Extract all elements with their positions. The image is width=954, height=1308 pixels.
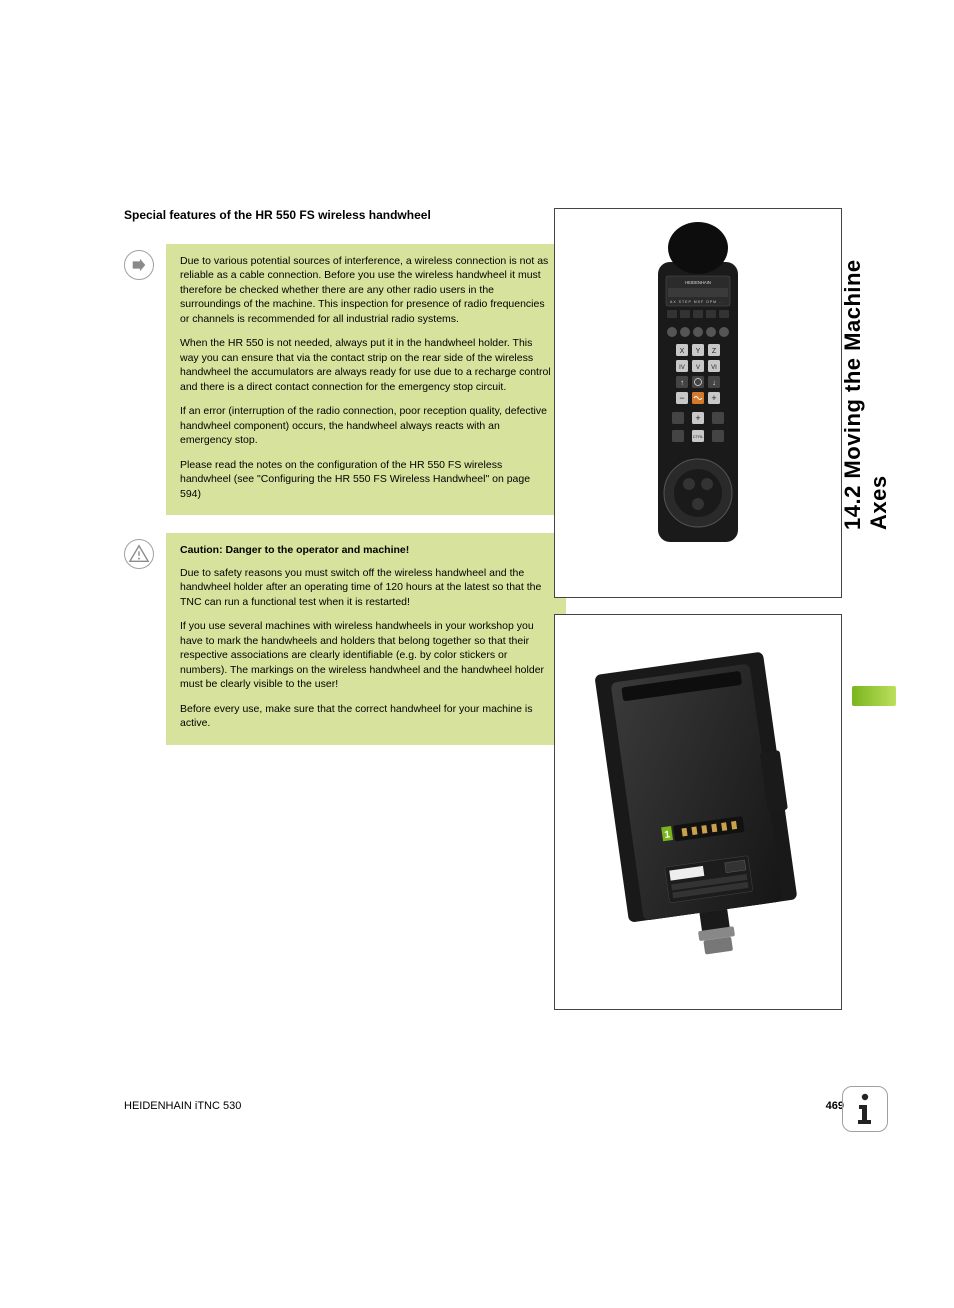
caution-box: Caution: Danger to the operator and mach… [166, 533, 524, 744]
svg-text:+: + [695, 413, 700, 423]
svg-text:IV: IV [679, 365, 685, 371]
svg-text:↑: ↑ [680, 378, 684, 387]
svg-text:V: V [696, 365, 700, 371]
note-paragraph: Due to various potential sources of inte… [180, 254, 552, 326]
svg-text:X: X [680, 348, 685, 355]
svg-text:Z: Z [712, 348, 717, 355]
note-paragraph: Before every use, make sure that the cor… [180, 702, 552, 731]
note-paragraph: When the HR 550 is not needed, always pu… [180, 336, 552, 394]
svg-text:VI: VI [711, 365, 717, 371]
note-paragraph: If an error (interruption of the radio c… [180, 404, 552, 447]
caution-title: Caution: Danger to the operator and mach… [180, 543, 552, 557]
note-paragraph: Please read the notes on the configurati… [180, 458, 552, 501]
svg-text:CTRL: CTRL [693, 434, 704, 439]
figure-holder: 1 [554, 614, 842, 1010]
note-paragraph: If you use several machines with wireles… [180, 619, 552, 691]
svg-text:Y: Y [696, 348, 701, 355]
section-heading: Special features of the HR 550 FS wirele… [124, 208, 524, 222]
page-footer: HEIDENHAIN iTNC 530 469 [124, 1100, 844, 1112]
svg-text:AX STEP MSF OPM ..: AX STEP MSF OPM .. [670, 300, 723, 304]
svg-text:−: − [679, 393, 684, 403]
note-info-box: Due to various potential sources of inte… [166, 244, 524, 515]
note-paragraph: Due to safety reasons you must switch of… [180, 566, 552, 609]
footer-text: HEIDENHAIN iTNC 530 [124, 1100, 241, 1112]
figure-handwheel: HEIDENHAIN AX STEP MSF OPM .. X Y Z IV V… [554, 208, 842, 598]
svg-text:+: + [711, 393, 716, 403]
section-side-title: 14.2 Moving the Machine Axes [840, 210, 892, 530]
svg-text:↓: ↓ [712, 378, 716, 387]
arrow-icon [124, 250, 154, 280]
warning-icon [124, 539, 154, 569]
side-tab [852, 686, 896, 706]
info-icon [842, 1086, 888, 1132]
device-brand: HEIDENHAIN [685, 280, 711, 285]
